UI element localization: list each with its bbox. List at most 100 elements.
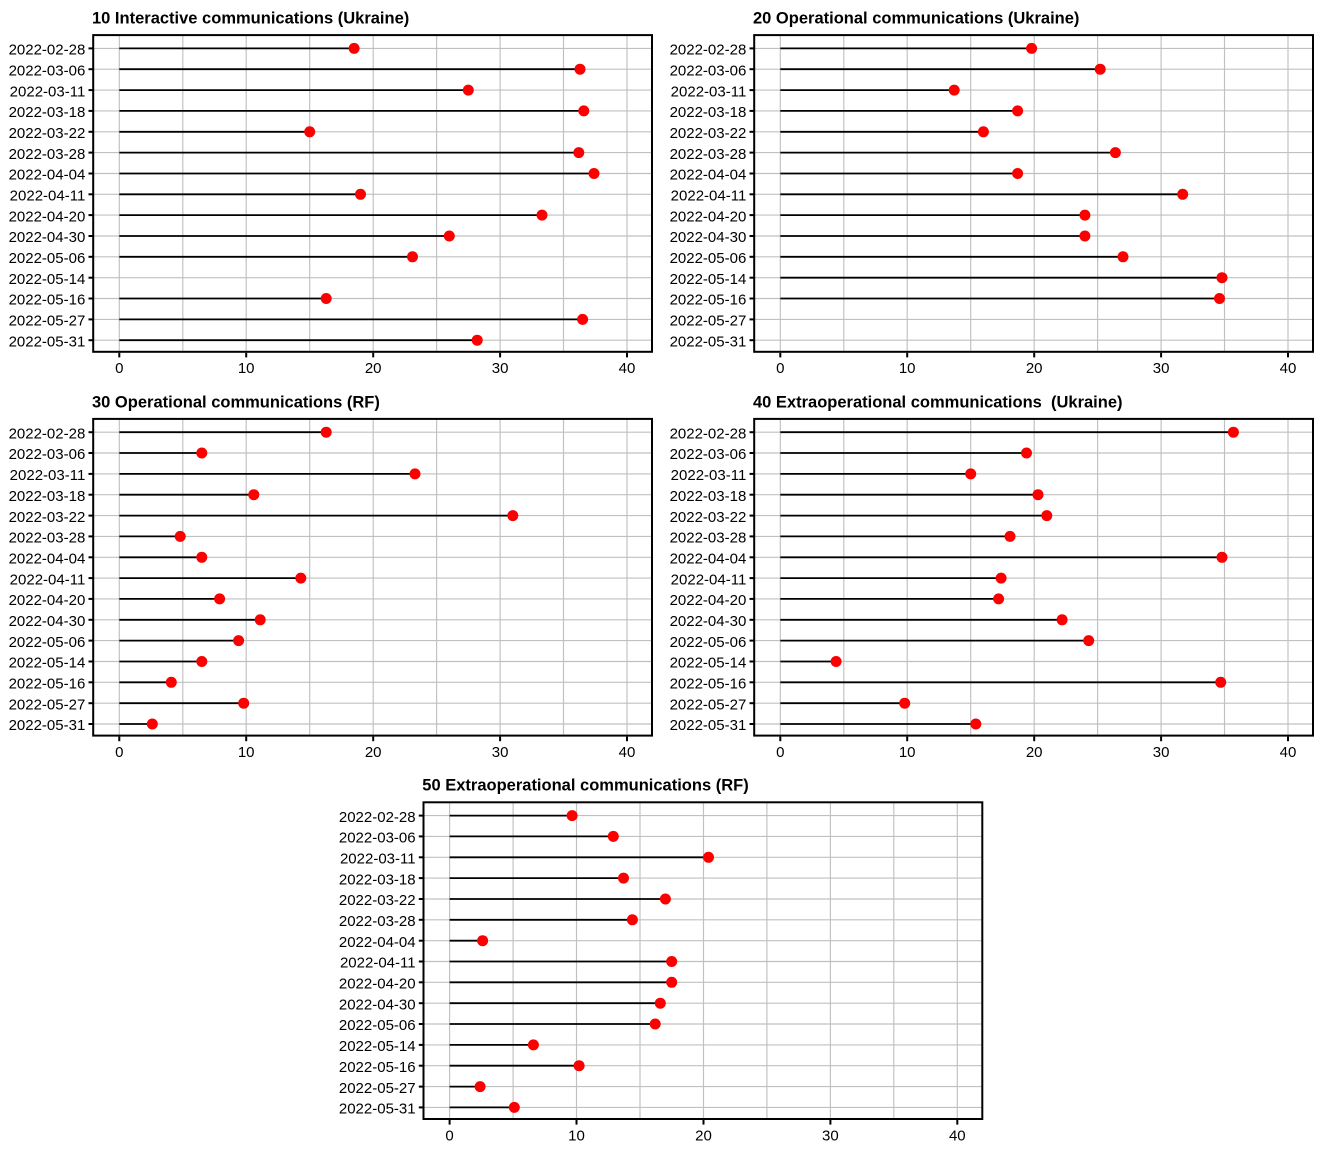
svg-text:2022-03-06: 2022-03-06 <box>339 830 416 847</box>
svg-text:2022-05-27: 2022-05-27 <box>9 696 86 713</box>
svg-text:2022-05-27: 2022-05-27 <box>9 313 86 330</box>
svg-text:2022-04-20: 2022-04-20 <box>670 592 747 609</box>
svg-text:2022-03-11: 2022-03-11 <box>10 83 86 100</box>
svg-text:2022-03-11: 2022-03-11 <box>671 83 747 100</box>
svg-text:20: 20 <box>1026 744 1043 761</box>
svg-text:30: 30 <box>492 360 509 377</box>
svg-text:0: 0 <box>115 360 123 377</box>
svg-text:20 Operational communications: 20 Operational communications (Ukraine) <box>753 10 1079 28</box>
svg-text:2022-03-22: 2022-03-22 <box>670 509 747 526</box>
svg-text:2022-05-14: 2022-05-14 <box>670 271 747 288</box>
svg-text:2022-04-20: 2022-04-20 <box>9 208 86 225</box>
svg-text:2022-03-28: 2022-03-28 <box>670 530 747 547</box>
svg-text:2022-03-06: 2022-03-06 <box>9 446 86 463</box>
svg-text:2022-03-06: 2022-03-06 <box>9 62 86 79</box>
svg-text:2022-04-30: 2022-04-30 <box>9 613 86 630</box>
svg-text:10: 10 <box>238 744 255 761</box>
svg-text:2022-05-06: 2022-05-06 <box>9 250 86 267</box>
svg-text:2022-04-04: 2022-04-04 <box>670 167 747 184</box>
svg-text:2022-04-11: 2022-04-11 <box>340 955 416 972</box>
svg-text:2022-04-20: 2022-04-20 <box>339 976 416 993</box>
svg-text:10: 10 <box>568 1127 585 1144</box>
svg-text:2022-03-22: 2022-03-22 <box>9 125 86 142</box>
svg-text:2022-03-22: 2022-03-22 <box>670 125 747 142</box>
svg-text:2022-05-16: 2022-05-16 <box>670 676 747 693</box>
svg-text:2022-04-20: 2022-04-20 <box>670 208 747 225</box>
svg-text:2022-02-28: 2022-02-28 <box>339 809 416 826</box>
svg-text:2022-04-20: 2022-04-20 <box>9 592 86 609</box>
svg-text:0: 0 <box>445 1127 453 1144</box>
svg-text:2022-03-18: 2022-03-18 <box>9 488 86 505</box>
svg-text:2022-03-11: 2022-03-11 <box>671 467 747 484</box>
svg-text:2022-04-04: 2022-04-04 <box>9 551 86 568</box>
svg-text:2022-05-06: 2022-05-06 <box>670 634 747 651</box>
svg-text:2022-04-30: 2022-04-30 <box>670 229 747 246</box>
svg-text:30: 30 <box>822 1127 839 1144</box>
svg-text:30 Operational communications: 30 Operational communications (RF) <box>92 393 380 411</box>
svg-text:2022-03-11: 2022-03-11 <box>340 851 416 868</box>
svg-text:2022-05-31: 2022-05-31 <box>9 717 86 734</box>
svg-text:2022-05-16: 2022-05-16 <box>670 292 747 309</box>
svg-text:50 Extraoperational communicat: 50 Extraoperational communications (RF) <box>422 777 748 795</box>
svg-text:2022-03-28: 2022-03-28 <box>670 146 747 163</box>
svg-text:30: 30 <box>492 744 509 761</box>
svg-text:2022-05-06: 2022-05-06 <box>9 634 86 651</box>
svg-text:2022-03-06: 2022-03-06 <box>670 446 747 463</box>
svg-text:2022-04-11: 2022-04-11 <box>671 188 747 205</box>
svg-text:40: 40 <box>619 744 636 761</box>
svg-text:2022-04-30: 2022-04-30 <box>339 996 416 1013</box>
svg-text:2022-02-28: 2022-02-28 <box>9 425 86 442</box>
svg-text:10: 10 <box>899 744 916 761</box>
svg-text:2022-05-27: 2022-05-27 <box>670 313 747 330</box>
svg-text:2022-05-27: 2022-05-27 <box>670 696 747 713</box>
svg-text:2022-05-14: 2022-05-14 <box>670 655 747 672</box>
svg-text:2022-03-18: 2022-03-18 <box>339 871 416 888</box>
svg-text:2022-04-11: 2022-04-11 <box>671 571 747 588</box>
svg-text:40 Extraoperational communicat: 40 Extraoperational communications (Ukra… <box>753 393 1123 411</box>
svg-text:2022-05-06: 2022-05-06 <box>670 250 747 267</box>
svg-text:2022-04-04: 2022-04-04 <box>339 934 416 951</box>
svg-text:2022-04-11: 2022-04-11 <box>10 571 86 588</box>
svg-text:2022-05-27: 2022-05-27 <box>339 1080 416 1097</box>
svg-text:30: 30 <box>1153 744 1170 761</box>
svg-text:2022-05-14: 2022-05-14 <box>339 1038 416 1055</box>
svg-text:2022-02-28: 2022-02-28 <box>9 42 86 59</box>
svg-text:10: 10 <box>899 360 916 377</box>
svg-text:2022-03-22: 2022-03-22 <box>9 509 86 526</box>
svg-text:2022-02-28: 2022-02-28 <box>670 42 747 59</box>
svg-text:40: 40 <box>949 1127 966 1144</box>
svg-text:0: 0 <box>776 360 784 377</box>
svg-text:2022-04-30: 2022-04-30 <box>670 613 747 630</box>
svg-text:2022-05-16: 2022-05-16 <box>9 292 86 309</box>
svg-text:2022-03-28: 2022-03-28 <box>9 146 86 163</box>
svg-text:2022-03-18: 2022-03-18 <box>670 488 747 505</box>
svg-text:2022-04-30: 2022-04-30 <box>9 229 86 246</box>
svg-text:2022-04-04: 2022-04-04 <box>670 551 747 568</box>
svg-text:10 Interactive communications: 10 Interactive communications (Ukraine) <box>92 10 409 28</box>
svg-text:2022-05-14: 2022-05-14 <box>9 655 86 672</box>
svg-text:2022-05-31: 2022-05-31 <box>670 717 747 734</box>
svg-text:0: 0 <box>776 744 784 761</box>
svg-text:20: 20 <box>365 360 382 377</box>
svg-text:2022-03-06: 2022-03-06 <box>670 62 747 79</box>
svg-text:20: 20 <box>365 744 382 761</box>
svg-text:2022-03-18: 2022-03-18 <box>9 104 86 121</box>
svg-text:2022-04-11: 2022-04-11 <box>10 188 86 205</box>
svg-text:2022-05-31: 2022-05-31 <box>670 333 747 350</box>
svg-text:10: 10 <box>238 360 255 377</box>
svg-text:30: 30 <box>1153 360 1170 377</box>
svg-text:20: 20 <box>695 1127 712 1144</box>
svg-text:2022-03-28: 2022-03-28 <box>9 530 86 547</box>
svg-text:2022-03-11: 2022-03-11 <box>10 467 86 484</box>
svg-text:20: 20 <box>1026 360 1043 377</box>
svg-text:2022-05-06: 2022-05-06 <box>339 1017 416 1034</box>
svg-text:2022-05-31: 2022-05-31 <box>339 1101 416 1118</box>
svg-text:40: 40 <box>1280 360 1297 377</box>
svg-text:2022-04-04: 2022-04-04 <box>9 167 86 184</box>
svg-text:40: 40 <box>619 360 636 377</box>
svg-text:2022-03-22: 2022-03-22 <box>339 892 416 909</box>
svg-text:0: 0 <box>115 744 123 761</box>
svg-text:2022-03-18: 2022-03-18 <box>670 104 747 121</box>
svg-text:2022-02-28: 2022-02-28 <box>670 425 747 442</box>
svg-text:40: 40 <box>1280 744 1297 761</box>
